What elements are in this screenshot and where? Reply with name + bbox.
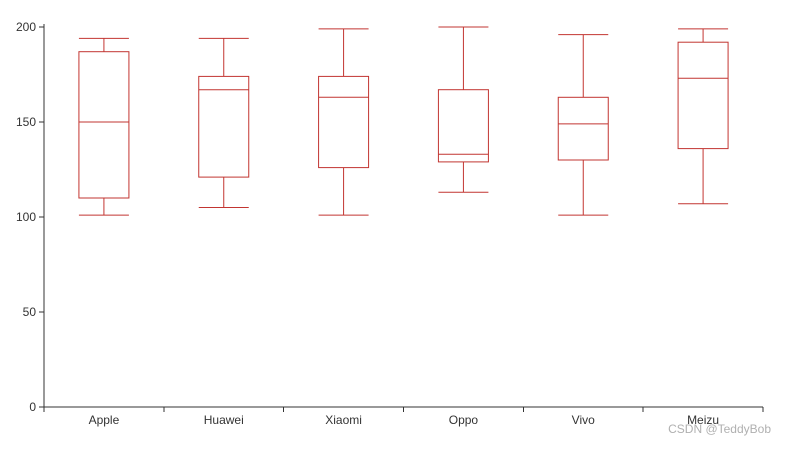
y-tick-label: 200 xyxy=(16,20,36,34)
x-tick-label: Oppo xyxy=(449,413,479,427)
iqr-box xyxy=(677,41,729,150)
box-huawei xyxy=(198,37,250,208)
box-series xyxy=(78,26,729,216)
iqr-box xyxy=(437,89,489,163)
x-tick-label: Apple xyxy=(89,413,120,427)
iqr-box xyxy=(318,75,370,169)
x-tick-label: Huawei xyxy=(204,413,244,427)
watermark: CSDN @TeddyBob xyxy=(668,422,771,436)
iqr-box xyxy=(557,96,609,161)
x-tick-label: Meizu xyxy=(687,413,719,427)
box-oppo xyxy=(437,26,489,193)
x-tick-label: Vivo xyxy=(572,413,595,427)
x-axis: Apple Huawei Xiaomi Oppo Vivo Meizu xyxy=(43,406,764,427)
box-apple xyxy=(78,37,130,216)
x-tick-label: Xiaomi xyxy=(325,413,362,427)
box-vivo xyxy=(557,34,609,216)
y-tick-label: 150 xyxy=(16,115,36,129)
y-tick-label: 50 xyxy=(23,305,37,319)
box-meizu xyxy=(677,28,729,205)
iqr-box xyxy=(198,75,250,178)
y-axis: 0 50 100 150 200 xyxy=(16,20,45,414)
y-tick-label: 100 xyxy=(16,210,36,224)
iqr-box xyxy=(78,51,130,199)
box-xiaomi xyxy=(318,28,370,216)
y-tick-label: 0 xyxy=(29,400,36,414)
